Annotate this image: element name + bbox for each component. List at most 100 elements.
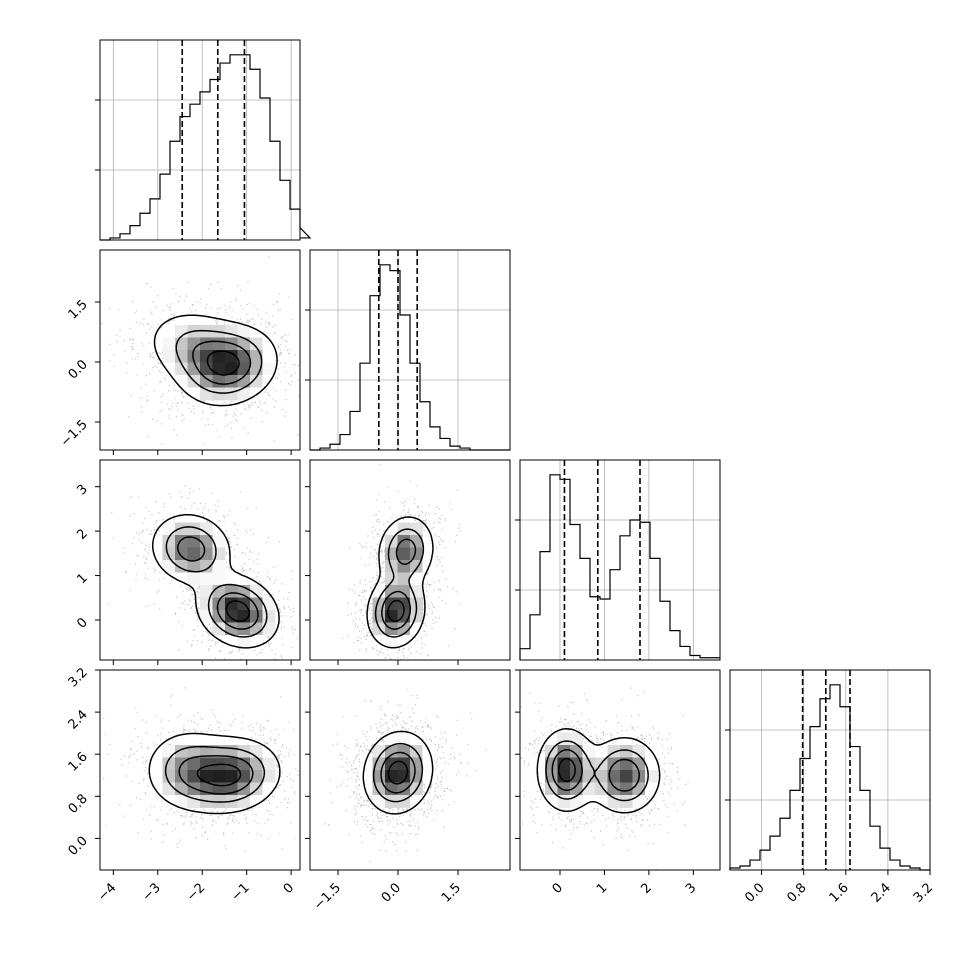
density-cell	[225, 770, 238, 783]
density-cell	[225, 732, 238, 746]
contour-3-3	[387, 599, 405, 623]
density-cell	[397, 782, 411, 796]
density-cell	[237, 635, 251, 648]
x-tick-label-3-4: 3.2	[911, 880, 936, 905]
density-cell	[212, 337, 226, 351]
density-cell	[570, 795, 583, 808]
density-cell	[187, 560, 201, 573]
y-tick-label-3-1: 0.8	[66, 792, 91, 817]
density-cell	[410, 522, 423, 536]
density-cell	[557, 782, 571, 796]
density-cell	[410, 732, 423, 746]
hist-step-3	[729, 684, 930, 871]
hist-step-0	[100, 54, 312, 241]
density-cell	[187, 510, 201, 523]
density-cell	[162, 337, 176, 351]
density-cell	[620, 770, 633, 783]
density-cell	[162, 560, 176, 573]
density-cell	[150, 337, 163, 351]
contour-1-0	[151, 514, 280, 649]
density-cell	[200, 350, 213, 363]
density-cell	[175, 312, 188, 326]
density-cell	[397, 597, 411, 611]
density-cell	[397, 535, 411, 548]
contour-2-2	[178, 755, 254, 795]
hist-frame-1	[309, 249, 511, 451]
density-cell	[632, 745, 646, 758]
contour-2-3	[196, 763, 242, 787]
density-cell	[262, 745, 276, 758]
density-cell	[595, 782, 608, 796]
x-tick-label-2-1: 1	[594, 880, 610, 896]
density-cell	[557, 770, 571, 783]
density-cell	[175, 522, 188, 536]
density-cell	[162, 522, 176, 536]
density-cell	[607, 782, 621, 796]
contour-3-0	[366, 516, 434, 649]
hist-step-2	[519, 474, 720, 660]
density-cell	[225, 387, 238, 401]
density-cell	[212, 572, 226, 586]
density-cell	[175, 795, 188, 808]
pair-panel-0-1	[95, 249, 301, 455]
x-tick-label-0-1: −3	[140, 880, 164, 904]
density-cell	[250, 610, 263, 623]
density-cell	[225, 375, 238, 388]
density-cell	[385, 522, 398, 536]
density-cell	[250, 585, 263, 598]
density-cell	[385, 572, 398, 586]
density-cell	[212, 622, 226, 636]
density-cell	[212, 350, 226, 363]
y-tick-label-1-0: −1.5	[58, 417, 91, 450]
density-cell	[200, 770, 213, 783]
density-cell	[595, 745, 608, 758]
y-tick-label-2-2: 2	[74, 526, 90, 542]
density-cell	[422, 770, 436, 783]
hist-frame-0	[99, 39, 301, 241]
density-cell	[162, 782, 176, 796]
y-tick-label-2-1: 1	[74, 571, 90, 587]
density-cell	[397, 622, 411, 636]
density-cell	[200, 375, 213, 388]
density-cell	[385, 635, 398, 648]
density-cell	[212, 597, 226, 611]
density-cell	[150, 770, 163, 783]
x-tick-label-0-4: 0	[281, 880, 297, 896]
density-cell	[250, 597, 263, 611]
y-tick-label-1-2: 1.5	[66, 297, 91, 322]
x-tick-label-3-3: 2.4	[869, 880, 894, 905]
contour-4-2	[380, 751, 416, 794]
contour-4-0	[362, 730, 434, 815]
density-cell	[212, 560, 226, 573]
density-cell	[397, 547, 411, 561]
density-cell	[397, 585, 411, 598]
density-cell	[410, 795, 423, 808]
density-cell	[200, 585, 213, 598]
contour-0-1	[175, 329, 263, 394]
density-cell	[385, 585, 398, 598]
y-tick-label-3-4: 3.2	[66, 665, 91, 690]
density-cell	[645, 757, 658, 771]
density-cell	[175, 375, 188, 388]
density-cell	[200, 560, 213, 573]
density-cell	[422, 757, 436, 771]
density-cell	[250, 362, 263, 376]
density-cell	[162, 362, 176, 376]
contour-2-0	[148, 732, 281, 815]
density-cell	[187, 732, 201, 746]
density-cell	[237, 337, 251, 351]
density-cell	[262, 622, 276, 636]
hist-panel-3	[725, 669, 931, 871]
density-cell	[200, 522, 213, 536]
density-cell	[200, 732, 213, 746]
density-cell	[385, 732, 398, 746]
density-cell	[225, 350, 238, 363]
density-cell	[532, 770, 546, 783]
density-cell	[250, 745, 263, 758]
density-cell	[582, 745, 596, 758]
density-cell	[162, 745, 176, 758]
density-cell	[187, 337, 201, 351]
density-cell	[212, 362, 226, 376]
hist-panel-1	[305, 249, 511, 451]
contour-5-3	[557, 757, 576, 783]
